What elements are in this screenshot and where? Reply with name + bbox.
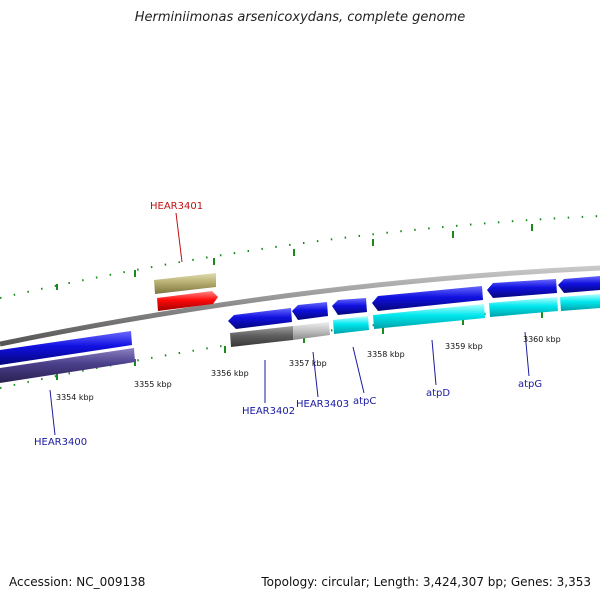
reverse-strand-upper [0,276,600,365]
forward-strand [154,273,218,311]
gene-atpG-blue [487,279,557,298]
gene-atpD-cyan [373,304,485,329]
accession-text: Accession: NC_009138 [9,575,146,589]
gene-next-cyan [560,294,600,311]
gene-hear3401-olive [154,273,216,294]
gene-label-hear3402[interactable]: HEAR3402 [242,406,295,417]
scale-label-3360: 3360 kbp [523,335,561,344]
gene-hear3402-blue [228,308,292,329]
gene-atpG-cyan [489,297,558,317]
outer-major-ticks [56,224,533,290]
scale-label-3359: 3359 kbp [445,342,483,351]
gene-label-hear3403[interactable]: HEAR3403 [296,399,349,410]
gene-hear3401-red [157,291,218,311]
scale-label-3354: 3354 kbp [56,393,94,402]
scale-label-3358: 3358 kbp [367,350,405,359]
scale-label-3355: 3355 kbp [134,380,172,389]
gene-atpC-blue [332,298,367,315]
gene-label-atpG[interactable]: atpG [518,379,542,390]
genome-backbone [0,265,600,347]
gene-hear3403-blue [292,302,328,320]
scale-label-3356: 3356 kbp [211,369,249,378]
gene-label-hear3401[interactable]: HEAR3401 [150,201,203,212]
topology-text: Topology: circular; Length: 3,424,307 bp… [261,575,591,589]
gene-hear3400-purple [0,348,135,383]
gene-label-atpD[interactable]: atpD [426,388,450,399]
gene-hear3403-lightgray [293,322,330,340]
gene-hear3402-gray [230,326,293,347]
gene-label-atpC[interactable]: atpC [353,396,376,407]
gene-hear3400-blue [0,331,132,365]
map-title: Herminiimonas arsenicoxydans, complete g… [134,10,466,25]
gene-leader-lines [49,212,530,436]
gene-atpC-cyan [333,316,369,334]
scale-label-3357: 3357 kbp [289,359,327,368]
gene-atpD-blue [372,286,483,311]
gene-next-blue [558,276,600,293]
reverse-strand-lower [0,294,600,383]
gene-label-hear3400[interactable]: HEAR3400 [34,437,87,448]
scale-labels: 3354 kbp 3355 kbp 3356 kbp 3357 kbp 3358… [56,335,561,402]
gene-labels: HEAR3401 HEAR3400 HEAR3402 HEAR3403 atpC… [34,201,542,448]
